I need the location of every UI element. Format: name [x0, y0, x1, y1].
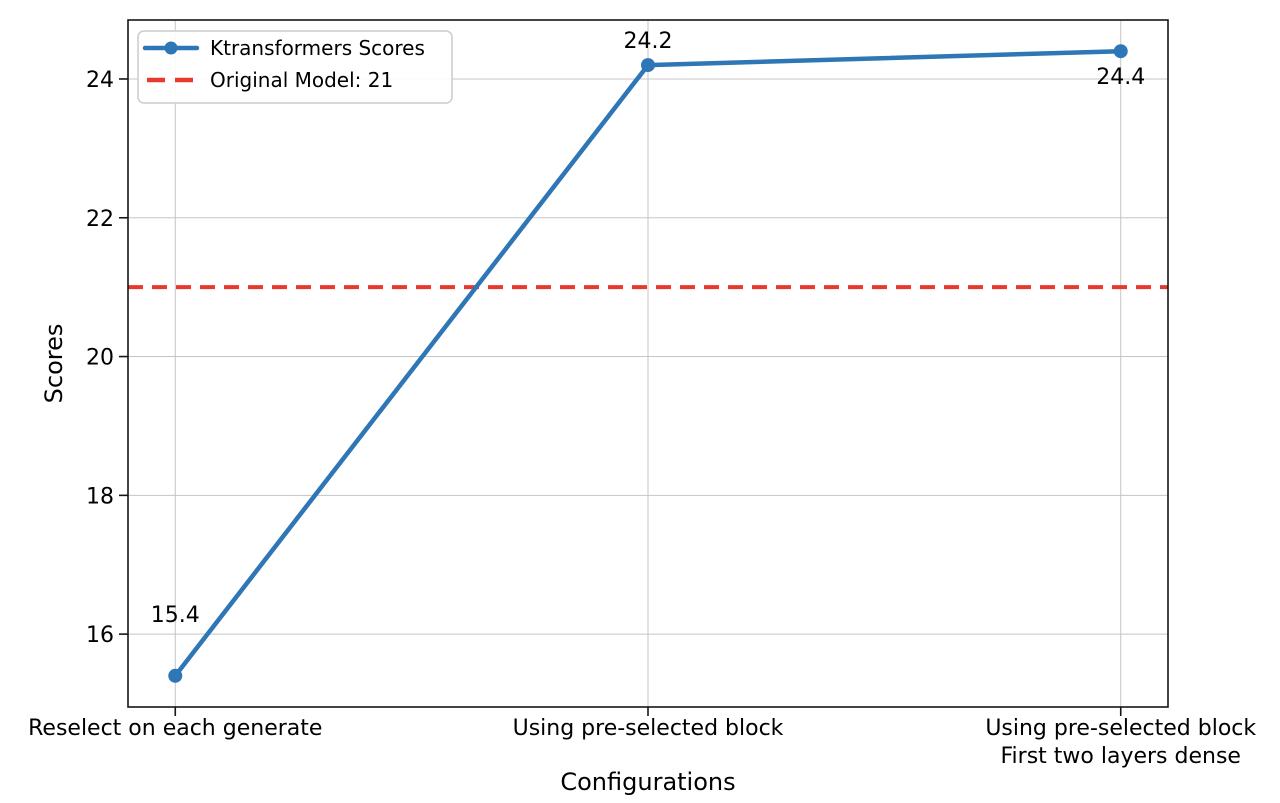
- y-tick-label: 24: [86, 68, 114, 93]
- x-tick-label: Reselect on each generate: [28, 716, 322, 741]
- y-tick-label: 20: [86, 346, 114, 371]
- x-axis-title: Configurations: [560, 768, 735, 796]
- legend-marker-sample: [164, 41, 178, 55]
- x-tick-label: Using pre-selected block First two layers…: [985, 716, 1256, 769]
- legend-box: [137, 30, 453, 104]
- annotation-label: 15.4: [151, 603, 200, 628]
- annotation-label: 24.2: [624, 29, 673, 54]
- data-point-marker: [641, 58, 655, 73]
- y-tick-label: 18: [86, 484, 114, 509]
- y-tick-label: 16: [86, 623, 114, 648]
- legend: Ktransformers Scores Original Model: 21: [137, 30, 453, 104]
- y-tick-label: 22: [86, 207, 114, 232]
- data-point-marker: [1113, 44, 1128, 59]
- legend-entry-label: Ktransformers Scores: [210, 36, 425, 60]
- data-point-marker: [168, 668, 183, 683]
- legend-entry-label: Original Model: 21: [210, 68, 393, 92]
- annotation-label: 24.4: [1096, 65, 1145, 90]
- y-axis-title: Scores: [40, 324, 68, 404]
- x-tick-label: Using pre-selected block: [513, 716, 784, 741]
